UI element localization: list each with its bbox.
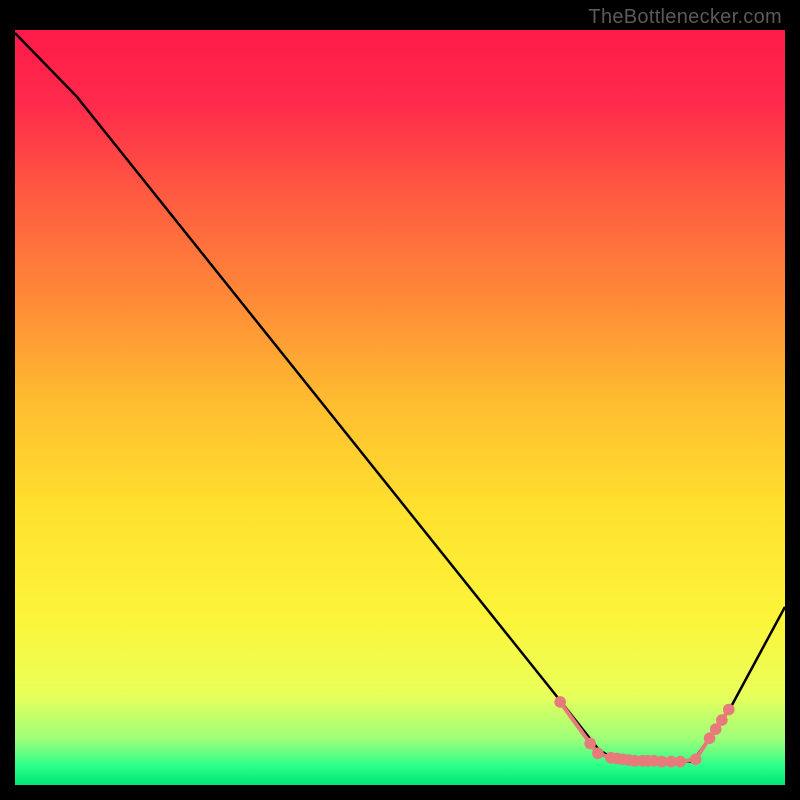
gradient-background: [15, 30, 785, 785]
data-point: [554, 696, 566, 708]
data-point: [592, 747, 604, 759]
data-point: [723, 704, 735, 716]
line-chart-svg: [15, 30, 785, 785]
data-point: [716, 714, 728, 726]
data-point: [690, 754, 702, 766]
data-point: [674, 756, 686, 768]
watermark-text: TheBottlenecker.com: [588, 6, 782, 29]
chart-canvas: [15, 30, 785, 785]
data-point: [584, 738, 596, 750]
